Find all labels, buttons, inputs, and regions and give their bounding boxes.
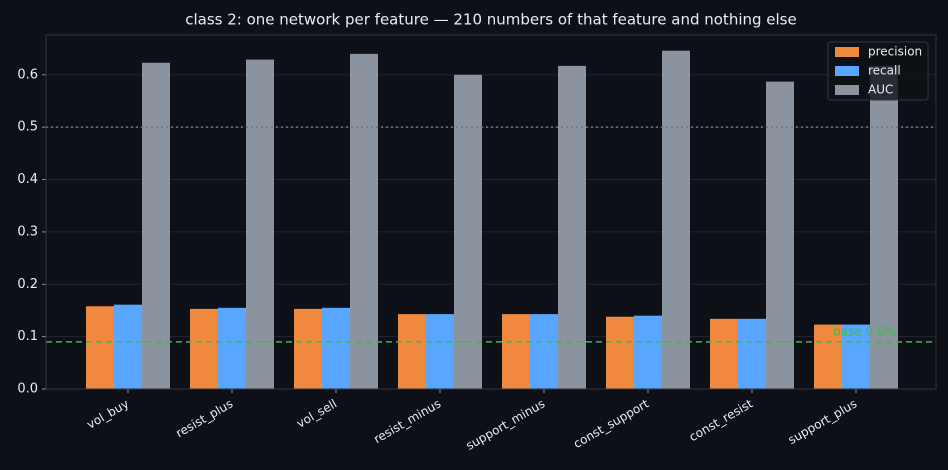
legend-label: AUC	[868, 83, 893, 97]
legend-swatch	[835, 85, 859, 95]
y-tick-label: 0.5	[17, 120, 38, 135]
bar	[710, 318, 738, 389]
bar	[246, 59, 274, 389]
bar	[766, 81, 794, 389]
bar	[426, 314, 454, 389]
y-tick-label: 0.4	[17, 172, 38, 187]
bar	[114, 304, 142, 389]
chart-title: class 2: one network per feature — 210 n…	[185, 11, 796, 29]
bar	[530, 314, 558, 389]
bar	[502, 314, 530, 389]
y-tick-label: 0.3	[17, 224, 38, 239]
bar	[398, 314, 426, 389]
bar	[738, 318, 766, 389]
y-tick-label: 0.2	[17, 277, 38, 292]
legend-label: precision	[868, 45, 922, 59]
bar	[634, 315, 662, 389]
bar	[190, 308, 218, 389]
bar	[606, 316, 634, 389]
bar	[322, 307, 350, 389]
bar	[350, 53, 378, 389]
bar	[218, 307, 246, 389]
bar	[842, 324, 870, 389]
y-tick-label: 0.6	[17, 67, 38, 82]
bar	[142, 62, 170, 390]
bar	[294, 308, 322, 389]
legend-label: recall	[868, 64, 901, 78]
bar	[558, 65, 586, 389]
bar	[662, 50, 690, 390]
y-tick-label: 0.0	[17, 382, 38, 397]
y-tick-label: 0.1	[17, 329, 38, 344]
axes-frame	[45, 34, 937, 390]
legend-swatch	[835, 47, 859, 57]
legend-swatch	[835, 66, 859, 76]
bar	[814, 324, 842, 389]
reference-label: base 9.0%	[833, 324, 896, 338]
bar	[86, 306, 114, 389]
bar	[870, 65, 898, 389]
